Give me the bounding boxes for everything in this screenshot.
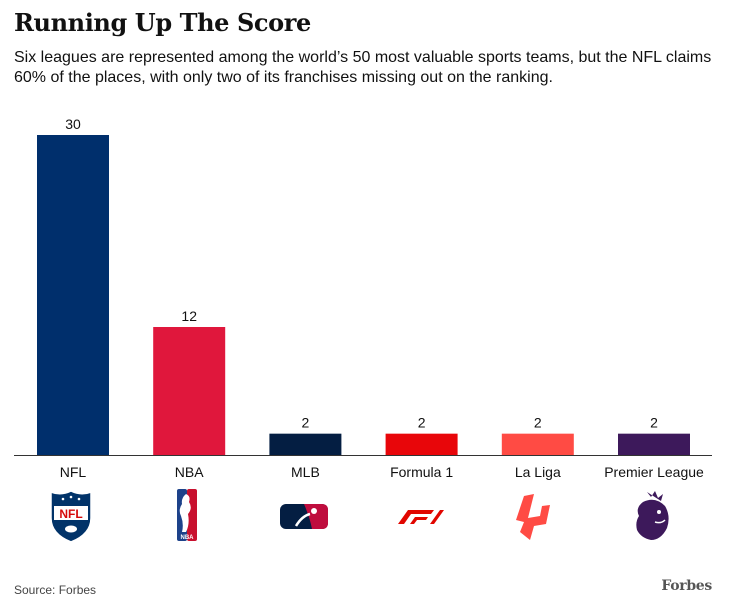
bar-nfl bbox=[37, 135, 109, 455]
la-liga-logo-icon bbox=[504, 488, 568, 544]
premier-league-logo-icon bbox=[621, 488, 685, 544]
chart-subtitle: Six leagues are represented among the wo… bbox=[14, 49, 712, 86]
category-label-nba: NBA bbox=[175, 464, 204, 480]
chart-title: Running Up The Score bbox=[14, 8, 311, 37]
mlb-logo-icon bbox=[272, 488, 336, 544]
data-label-nfl: 30 bbox=[65, 116, 81, 132]
svg-text:NBA: NBA bbox=[181, 535, 195, 541]
category-label-la-liga: La Liga bbox=[515, 464, 561, 480]
svg-text:NFL: NFL bbox=[59, 507, 82, 521]
data-label-mlb: 2 bbox=[302, 415, 310, 431]
formula-1-logo-icon bbox=[388, 488, 452, 544]
forbes-brand-logo: Forbes bbox=[661, 578, 712, 594]
bar-nba bbox=[153, 327, 226, 455]
source-note: Source: Forbes bbox=[14, 583, 97, 597]
nba-logo-icon: NBA bbox=[156, 488, 220, 544]
category-label-premier-league: Premier League bbox=[604, 464, 704, 480]
nfl-logo-icon: NFL bbox=[39, 488, 103, 544]
data-label-formula-1: 2 bbox=[418, 415, 426, 431]
bar-la-liga bbox=[501, 433, 574, 455]
data-label-premier-league: 2 bbox=[650, 415, 658, 431]
category-label-nfl: NFL bbox=[60, 464, 87, 480]
data-label-la-liga: 2 bbox=[534, 415, 542, 431]
data-label-nba: 12 bbox=[181, 308, 197, 324]
category-label-mlb: MLB bbox=[291, 464, 320, 480]
bar-premier-league bbox=[618, 433, 690, 455]
bar-formula-1 bbox=[385, 433, 458, 455]
category-label-formula-1: Formula 1 bbox=[390, 464, 453, 480]
bar-mlb bbox=[269, 433, 342, 455]
